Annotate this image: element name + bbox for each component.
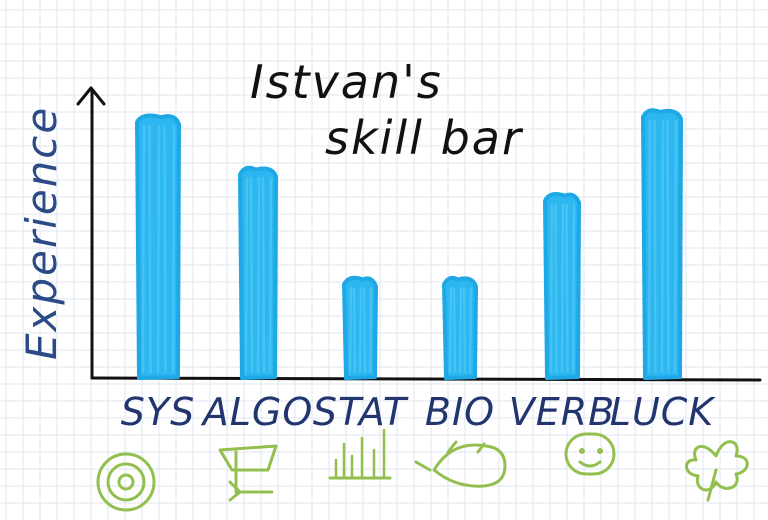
bar-brush-stroke: [549, 203, 554, 374]
bar-brush-stroke: [660, 119, 665, 374]
bar-brush-stroke: [268, 177, 273, 374]
chart-title: Istvan's skill bar: [250, 55, 524, 165]
x-tick-stat: STAT: [313, 390, 409, 434]
bar-bio: [442, 275, 478, 380]
bar-brush-stroke: [163, 124, 167, 374]
bar-brush-stroke: [458, 287, 463, 374]
y-axis-label: Experience: [17, 106, 66, 360]
bar-brush-stroke: [554, 203, 558, 374]
bar-brush-stroke: [362, 287, 367, 374]
bar-brush-stroke: [352, 287, 357, 374]
bar-brush-stroke: [571, 203, 576, 374]
bar-brush-stroke: [468, 287, 473, 374]
bar-brush-stroke: [673, 119, 678, 374]
bar-brush-stroke: [666, 119, 670, 374]
bar-stat: [342, 275, 378, 380]
bar-brush-stroke: [256, 177, 261, 374]
code-icon: [218, 444, 278, 502]
bars: [135, 108, 683, 380]
bar-brush-stroke: [244, 177, 249, 374]
smiley-icon: [564, 432, 616, 476]
bar-brush-stroke: [560, 203, 565, 374]
bar-brush-stroke: [358, 287, 363, 374]
x-tick-verb: VERB: [509, 390, 615, 434]
bar-brush-stroke: [448, 287, 453, 374]
mouse-icon: [414, 440, 507, 488]
bar-brush-stroke: [462, 287, 467, 374]
bar-verb: [543, 192, 581, 380]
y-axis-arrow: [76, 86, 106, 106]
bar-brush-stroke: [249, 177, 254, 374]
bars-icon: [328, 428, 392, 480]
bar-brush-stroke: [141, 124, 146, 374]
bar-brush-stroke: [261, 177, 266, 374]
target-icon: [96, 452, 156, 512]
x-tick-sys: SYS: [121, 390, 195, 434]
bar-brush-stroke: [452, 287, 457, 374]
clover-icon: [685, 440, 749, 502]
chart-title-line-1: Istvan's: [250, 55, 443, 109]
x-tick-luck: LUCK: [610, 390, 717, 434]
bar-brush-stroke: [368, 287, 373, 374]
bar-brush-stroke: [565, 203, 569, 374]
bar-brush-stroke: [653, 119, 657, 374]
skill-icons: [96, 428, 749, 512]
bar-brush-stroke: [647, 119, 652, 374]
bar-algo: [238, 165, 278, 380]
bar-luck: [641, 108, 683, 380]
bar-brush-stroke: [148, 124, 152, 374]
chart-title-line-2: skill bar: [325, 111, 524, 165]
bar-sys: [135, 113, 181, 380]
bar-brush-stroke: [156, 124, 161, 374]
x-tick-bio: BIO: [425, 390, 495, 434]
x-tick-algo: ALGO: [200, 390, 314, 434]
bar-brush-stroke: [348, 287, 353, 374]
bar-brush-stroke: [171, 124, 176, 374]
